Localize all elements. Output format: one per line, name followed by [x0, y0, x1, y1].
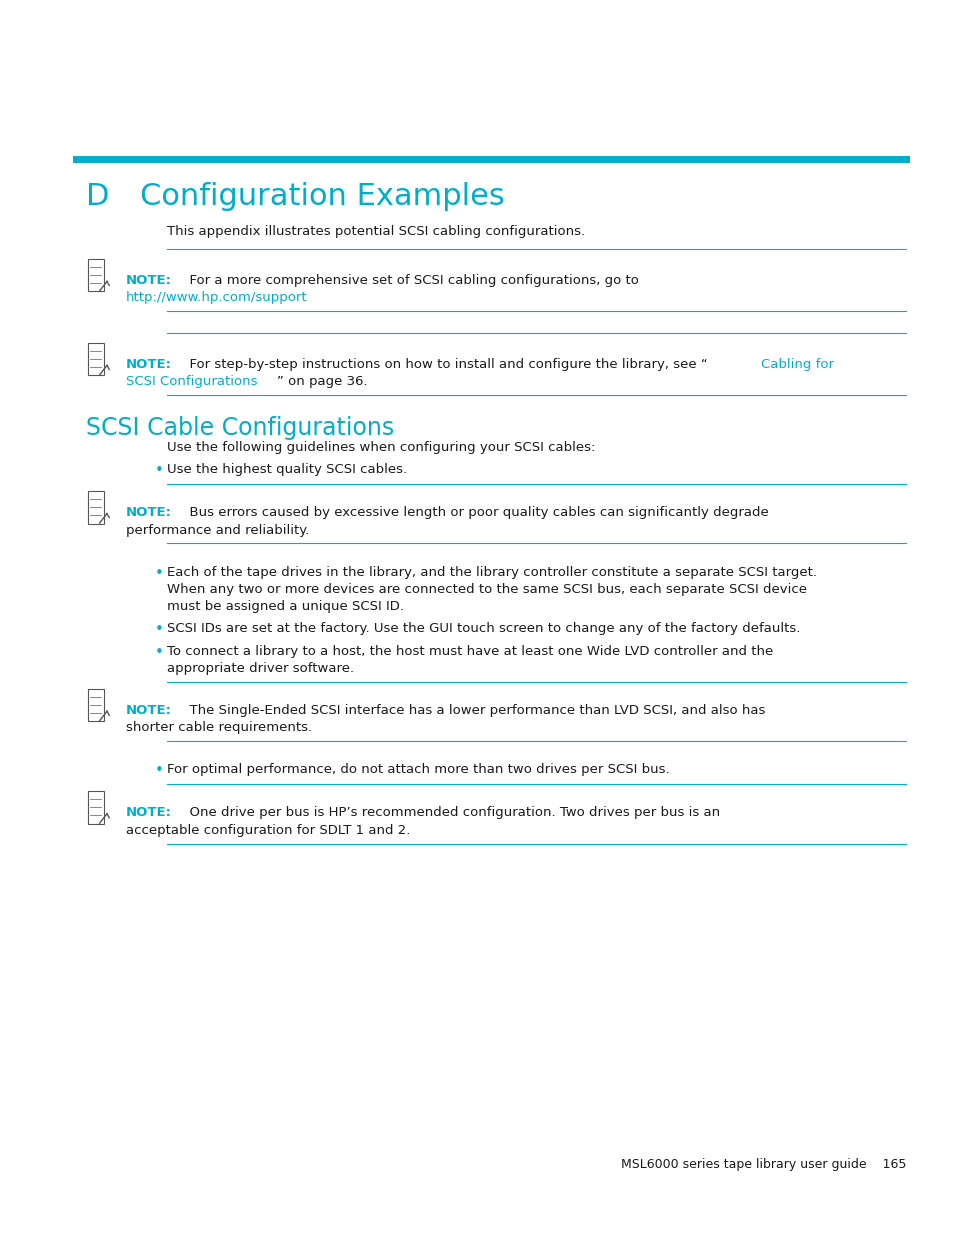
Text: When any two or more devices are connected to the same SCSI bus, each separate S: When any two or more devices are connect… — [167, 583, 806, 597]
Text: To connect a library to a host, the host must have at least one Wide LVD control: To connect a library to a host, the host… — [167, 645, 772, 658]
Bar — [88, 492, 104, 524]
Text: Use the highest quality SCSI cables.: Use the highest quality SCSI cables. — [167, 463, 407, 477]
Text: NOTE:: NOTE: — [126, 506, 172, 520]
Text: SCSI IDs are set at the factory. Use the GUI touch screen to change any of the f: SCSI IDs are set at the factory. Use the… — [167, 622, 800, 636]
Text: performance and reliability.: performance and reliability. — [126, 524, 309, 537]
Text: Bus errors caused by excessive length or poor quality cables can significantly d: Bus errors caused by excessive length or… — [181, 506, 768, 520]
Text: •: • — [154, 622, 163, 637]
Text: NOTE:: NOTE: — [126, 274, 172, 288]
Text: NOTE:: NOTE: — [126, 704, 172, 718]
Text: •: • — [154, 463, 163, 478]
Text: For a more comprehensive set of SCSI cabling configurations, go to: For a more comprehensive set of SCSI cab… — [181, 274, 639, 288]
Text: Configuration Examples: Configuration Examples — [140, 182, 504, 210]
Text: appropriate driver software.: appropriate driver software. — [167, 662, 354, 676]
Text: must be assigned a unique SCSI ID.: must be assigned a unique SCSI ID. — [167, 600, 403, 614]
Text: SCSI Configurations: SCSI Configurations — [126, 375, 257, 389]
Bar — [88, 792, 104, 824]
Text: Cabling for: Cabling for — [760, 358, 834, 372]
Bar — [88, 259, 104, 291]
Text: •: • — [154, 645, 163, 659]
Text: ” on page 36.: ” on page 36. — [276, 375, 367, 389]
Text: shorter cable requirements.: shorter cable requirements. — [126, 721, 312, 735]
Text: acceptable configuration for SDLT 1 and 2.: acceptable configuration for SDLT 1 and … — [126, 824, 410, 837]
Text: For step-by-step instructions on how to install and configure the library, see “: For step-by-step instructions on how to … — [181, 358, 707, 372]
Bar — [88, 343, 104, 375]
Text: Each of the tape drives in the library, and the library controller constitute a : Each of the tape drives in the library, … — [167, 566, 816, 579]
Text: One drive per bus is HP’s recommended configuration. Two drives per bus is an: One drive per bus is HP’s recommended co… — [181, 806, 720, 820]
Text: SCSI Cable Configurations: SCSI Cable Configurations — [86, 416, 394, 440]
Text: The Single-Ended SCSI interface has a lower performance than LVD SCSI, and also : The Single-Ended SCSI interface has a lo… — [181, 704, 765, 718]
Text: •: • — [154, 566, 163, 580]
Text: NOTE:: NOTE: — [126, 806, 172, 820]
Text: •: • — [154, 763, 163, 778]
Bar — [88, 689, 104, 721]
Text: http://www.hp.com/support: http://www.hp.com/support — [126, 291, 307, 305]
Text: This appendix illustrates potential SCSI cabling configurations.: This appendix illustrates potential SCSI… — [167, 225, 584, 238]
Text: For optimal performance, do not attach more than two drives per SCSI bus.: For optimal performance, do not attach m… — [167, 763, 669, 777]
Text: NOTE:: NOTE: — [126, 358, 172, 372]
Text: D: D — [86, 182, 110, 210]
Text: Use the following guidelines when configuring your SCSI cables:: Use the following guidelines when config… — [167, 441, 595, 454]
Text: MSL6000 series tape library user guide    165: MSL6000 series tape library user guide 1… — [620, 1158, 905, 1172]
